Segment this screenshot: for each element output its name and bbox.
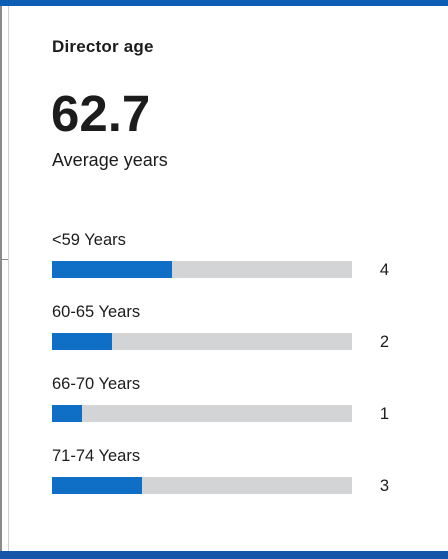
age-distribution-chart: <59 Years 4 60-65 Years 2 66-70 Years 1 71-74 … <box>9 6 448 551</box>
bottom-accent-bar <box>0 551 448 559</box>
frame-tick <box>0 259 8 260</box>
bar-track <box>52 333 352 350</box>
bar <box>52 261 172 278</box>
top-accent-bar <box>0 0 448 6</box>
bar-track <box>52 261 352 278</box>
bar-value-label: 2 <box>379 333 389 351</box>
bar <box>52 477 142 494</box>
bar-label: 71-74 Years <box>52 447 141 465</box>
bar-value-label: 3 <box>379 477 389 495</box>
bar-label: 60-65 Years <box>52 303 141 321</box>
bar-track <box>52 405 352 422</box>
bar-value-label: 4 <box>379 261 389 279</box>
bar-label: 66-70 Years <box>52 375 141 393</box>
average-age-caption: Average years <box>52 150 168 170</box>
bar-track <box>52 477 352 494</box>
left-frame-line <box>0 6 2 551</box>
bar-value-label: 1 <box>379 405 389 423</box>
bar-label: <59 Years <box>52 231 126 249</box>
card-title: Director age <box>52 37 154 56</box>
bar <box>52 405 82 422</box>
director-age-card: Director age 62.7 Average years <59 Year… <box>8 6 448 551</box>
average-age-value: 62.7 <box>51 85 151 142</box>
bar <box>52 333 112 350</box>
